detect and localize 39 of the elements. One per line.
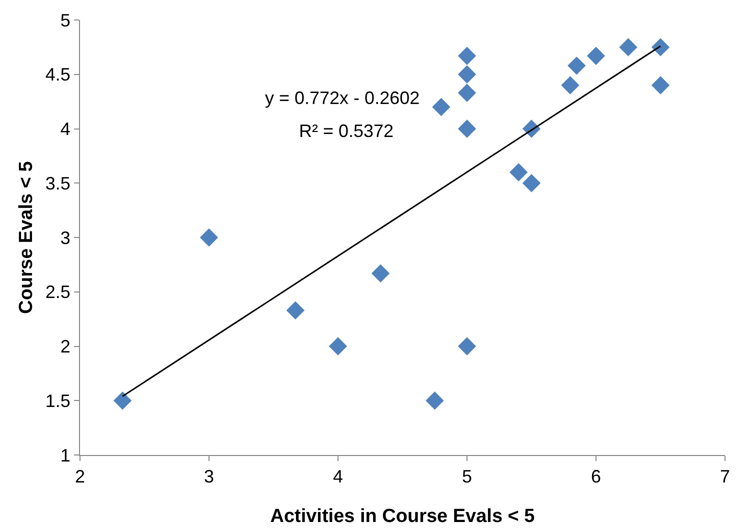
x-tick-label: 3 — [204, 466, 214, 487]
point — [432, 98, 450, 116]
y-tick-label: 2.5 — [45, 282, 70, 302]
y-tick-label: 2 — [60, 336, 70, 357]
point — [458, 65, 476, 84]
point — [458, 337, 476, 356]
y-tick-label: 3.5 — [45, 173, 70, 194]
point — [426, 392, 444, 410]
point — [371, 264, 390, 282]
point — [651, 76, 670, 94]
point — [200, 228, 218, 247]
x-tick-label: 4 — [332, 466, 344, 487]
y-tick-label: 1.5 — [45, 390, 70, 411]
y-axis-title: Course Evals < 5 — [16, 160, 37, 314]
x-axis-title: Activities in Course Evals < 5 — [270, 506, 536, 527]
point — [568, 56, 586, 75]
y-tick-label: 4.5 — [45, 64, 70, 85]
point — [651, 38, 670, 56]
point — [328, 337, 348, 356]
y-tick-label: 1 — [60, 445, 70, 466]
y-tick-label: 5 — [60, 10, 70, 30]
point — [522, 174, 541, 192]
point — [458, 46, 476, 65]
point — [286, 301, 305, 320]
point — [619, 38, 638, 56]
x-tick-label: 2 — [74, 466, 86, 487]
point — [561, 76, 580, 94]
x-tick-label: 5 — [462, 466, 472, 487]
x-tick-label: 7 — [720, 466, 730, 487]
point — [458, 84, 476, 102]
point — [458, 120, 476, 138]
y-tick-label: 3 — [60, 228, 70, 248]
annotation: R² = 0.5372 — [299, 121, 394, 141]
annotation: y = 0.772x - 0.2602 — [265, 88, 420, 108]
point — [510, 163, 528, 182]
point — [586, 46, 606, 65]
x-tick-label: 6 — [590, 466, 602, 487]
point — [113, 392, 132, 410]
y-tick-label: 4 — [60, 119, 70, 140]
